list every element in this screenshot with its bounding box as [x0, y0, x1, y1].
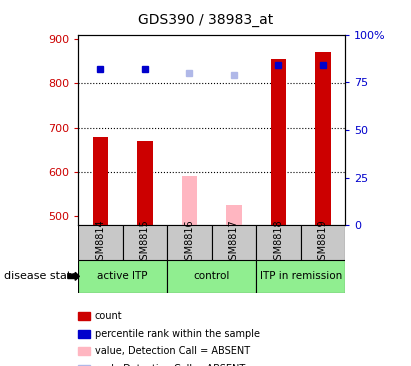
Bar [315, 52, 331, 225]
Text: disease state: disease state [4, 271, 78, 281]
Text: GSM8819: GSM8819 [318, 219, 328, 266]
FancyBboxPatch shape [301, 225, 345, 260]
Bar [226, 205, 242, 225]
FancyBboxPatch shape [212, 225, 256, 260]
Text: percentile rank within the sample: percentile rank within the sample [95, 329, 259, 339]
FancyBboxPatch shape [78, 260, 167, 293]
Text: GSM8817: GSM8817 [229, 219, 239, 266]
Bar [271, 59, 286, 225]
Bar [137, 141, 152, 225]
FancyBboxPatch shape [78, 225, 122, 260]
Bar [92, 137, 108, 225]
Text: active ITP: active ITP [97, 271, 148, 281]
Bar [182, 176, 197, 225]
Text: GSM8814: GSM8814 [95, 219, 105, 266]
Text: GSM8816: GSM8816 [185, 219, 194, 266]
Text: rank, Detection Call = ABSENT: rank, Detection Call = ABSENT [95, 364, 245, 366]
Text: ITP in remission: ITP in remission [260, 271, 342, 281]
FancyBboxPatch shape [167, 260, 256, 293]
Text: GDS390 / 38983_at: GDS390 / 38983_at [138, 13, 273, 27]
Text: GSM8815: GSM8815 [140, 219, 150, 266]
Text: value, Detection Call = ABSENT: value, Detection Call = ABSENT [95, 346, 249, 356]
FancyBboxPatch shape [122, 225, 167, 260]
Text: control: control [194, 271, 230, 281]
FancyBboxPatch shape [167, 225, 212, 260]
Text: GSM8818: GSM8818 [273, 219, 284, 266]
FancyBboxPatch shape [256, 260, 345, 293]
FancyBboxPatch shape [256, 225, 301, 260]
Text: count: count [95, 311, 122, 321]
